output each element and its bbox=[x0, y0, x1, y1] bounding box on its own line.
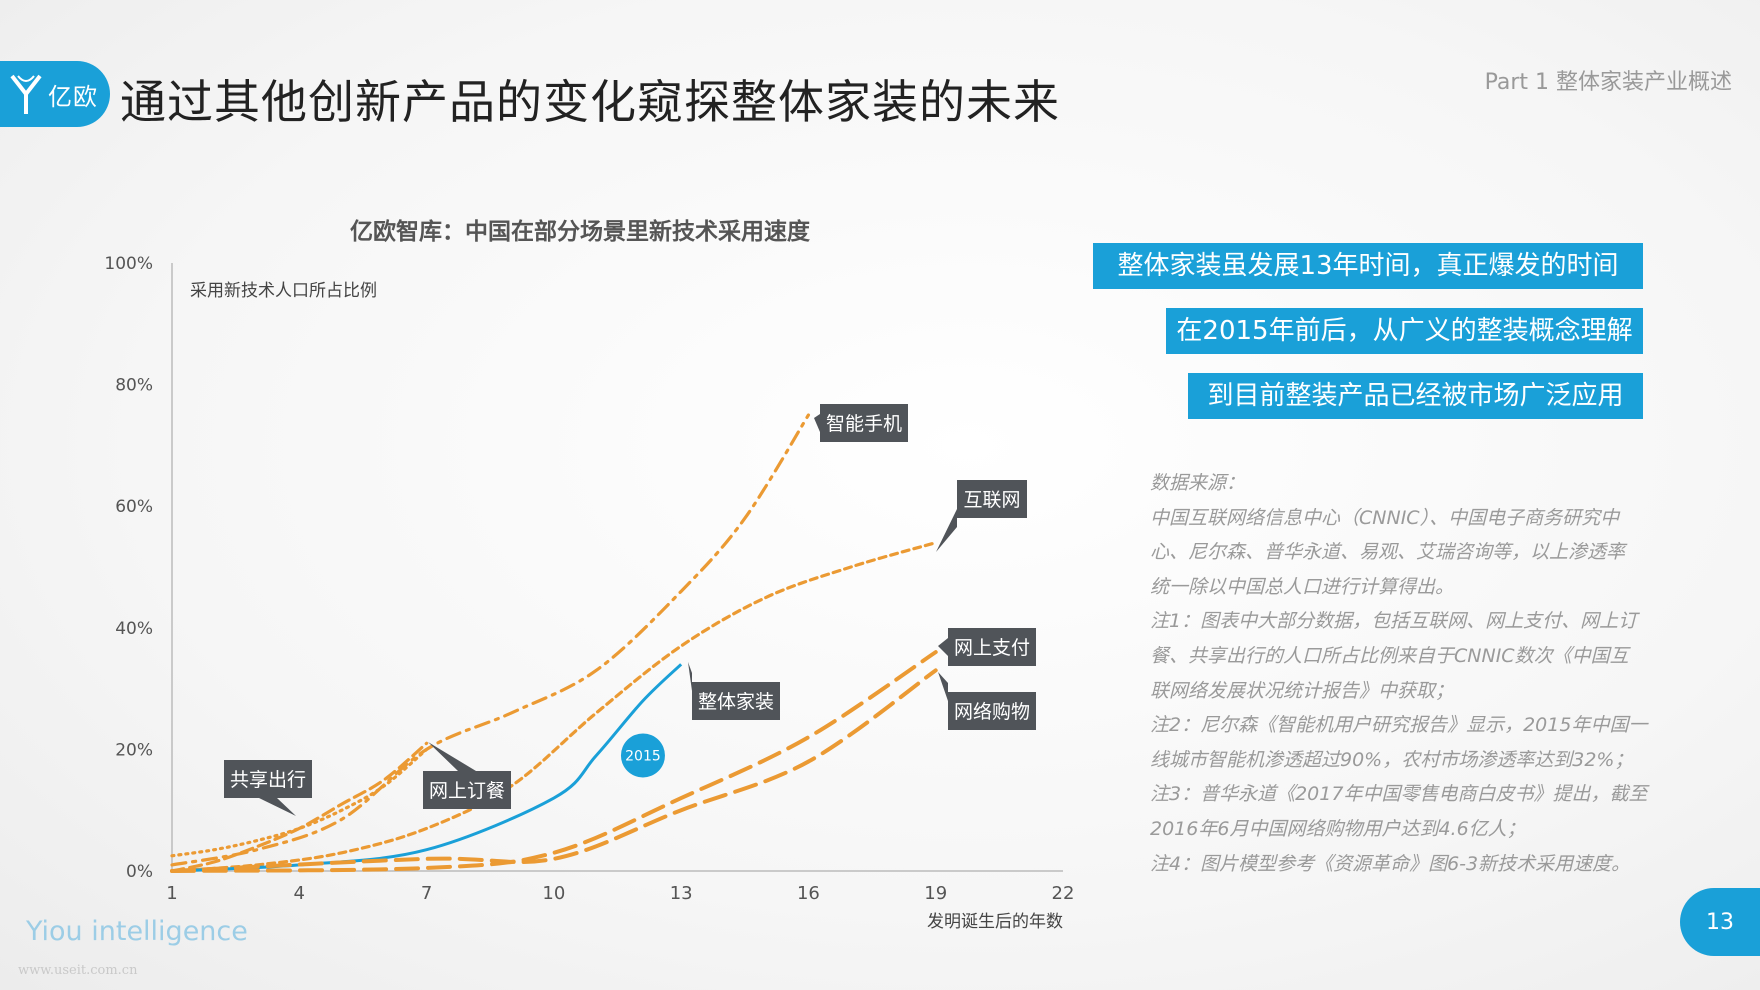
x-tick-label: 10 bbox=[542, 883, 565, 904]
y-tick-label: 20% bbox=[115, 740, 153, 760]
series-label-box bbox=[423, 771, 511, 809]
series-line-整体家装 bbox=[171, 663, 683, 873]
x-tick-label: 1 bbox=[166, 883, 177, 904]
callout-1: 整体家装虽发展13年时间，真正爆发的时间 bbox=[1093, 243, 1643, 289]
series-label-pointer bbox=[688, 662, 692, 691]
series-line-网上订餐 bbox=[170, 741, 429, 873]
y-tick-label: 100% bbox=[104, 254, 153, 274]
y-tick-label: 40% bbox=[115, 619, 153, 639]
footer-brand: Yiou intelligence bbox=[26, 916, 248, 947]
page-title: 通过其他创新产品的变化窥探整体家装的未来 bbox=[120, 75, 1060, 129]
x-tick-label: 13 bbox=[670, 883, 693, 904]
source-line: 中国互联网络信息中心（CNNIC）、中国电子商务研究中 bbox=[1150, 506, 1620, 529]
annotation-2015-label: 2015 bbox=[625, 748, 661, 764]
logo: 亿欧 bbox=[0, 61, 110, 127]
note-line: 注3：普华永道《2017年中国零售电商白皮书》提出，截至 bbox=[1150, 783, 1648, 806]
series-label: 网络购物 bbox=[954, 701, 1030, 723]
series-line-智能手机 bbox=[170, 413, 811, 867]
series-label-pointer bbox=[938, 638, 948, 656]
chart-title: 亿欧智库：中国在部分场景里新技术采用速度 bbox=[350, 219, 810, 245]
callout-2: 在2015年前后，从广义的整装概念理解 bbox=[1166, 308, 1643, 354]
source-heading: 数据来源： bbox=[1150, 472, 1246, 494]
y-tick-label: 0% bbox=[126, 862, 153, 882]
note-line: 联网络发展状况统计报告》中获取； bbox=[1150, 679, 1455, 702]
series-label: 整体家装 bbox=[698, 691, 774, 713]
series-line-互联网 bbox=[170, 541, 938, 873]
series-label: 网上订餐 bbox=[429, 780, 505, 802]
source-line: 统一除以中国总人口进行计算得出。 bbox=[1150, 575, 1455, 598]
x-tick-label: 4 bbox=[294, 883, 305, 904]
series-label-box bbox=[948, 692, 1036, 730]
note-line: 注4：图片模型参考《资源革命》图6-3新技术采用速度。 bbox=[1150, 852, 1631, 875]
series-label-pointer bbox=[428, 742, 476, 771]
annotation-2015-marker bbox=[620, 733, 665, 778]
series-label-box bbox=[820, 404, 908, 442]
note-line: 注2：尼尔森《智能机用户研究报告》显示，2015年中国一 bbox=[1150, 714, 1648, 737]
series-label-box bbox=[692, 682, 780, 720]
series-label-pointer bbox=[259, 798, 296, 816]
series-line-共享出行 bbox=[170, 747, 429, 858]
logo-text: 亿欧 bbox=[48, 82, 98, 111]
source-notes: 数据来源： 中国互联网络信息中心（CNNIC）、中国电子商务研究中 心、尼尔森、… bbox=[1150, 466, 1670, 881]
section-label: Part 1 整体家装产业概述 bbox=[1484, 70, 1732, 95]
callout-3: 到目前整装产品已经被市场广泛应用 bbox=[1188, 373, 1643, 419]
y-tick-label: 60% bbox=[115, 497, 153, 517]
note-line: 餐、共享出行的人口所占比例来自于CNNIC数次《中国互 bbox=[1150, 644, 1629, 667]
note-line: 线城市智能机渗透超过90%，农村市场渗透率达到32%； bbox=[1150, 748, 1634, 771]
page-number: 13 bbox=[1680, 888, 1760, 956]
series-label: 互联网 bbox=[963, 489, 1020, 511]
x-tick-label: 22 bbox=[1052, 883, 1075, 904]
x-tick-label: 7 bbox=[421, 883, 432, 904]
series-label-box bbox=[224, 760, 312, 798]
series-label: 共享出行 bbox=[230, 769, 306, 791]
x-tick-label: 19 bbox=[924, 883, 947, 904]
series-label-pointer bbox=[938, 672, 948, 701]
note-line: 2016年6月中国网络购物用户达到4.6亿人； bbox=[1150, 817, 1526, 840]
series-label: 网上支付 bbox=[954, 637, 1030, 659]
x-tick-label: 16 bbox=[797, 883, 820, 904]
series-label-box bbox=[948, 628, 1036, 666]
y-axis-label: 采用新技术人口所占比例 bbox=[190, 281, 377, 301]
watermark: www.useit.com.cn bbox=[18, 963, 138, 978]
y-tick-label: 80% bbox=[115, 376, 153, 396]
source-line: 心、尼尔森、普华永道、易观、艾瑞咨询等，以上渗透率 bbox=[1150, 541, 1626, 564]
series-label: 智能手机 bbox=[826, 413, 902, 435]
series-label-box bbox=[957, 480, 1027, 518]
series-line-网络购物 bbox=[170, 668, 938, 873]
series-line-网上支付 bbox=[170, 650, 938, 873]
note-line: 注1：图表中大部分数据，包括互联网、网上支付、网上订 bbox=[1150, 610, 1638, 633]
series-label-pointer bbox=[936, 509, 957, 552]
x-axis-label: 发明诞生后的年数 bbox=[927, 912, 1063, 932]
series-label-pointer bbox=[814, 414, 820, 432]
yiou-logo-icon bbox=[10, 74, 42, 114]
